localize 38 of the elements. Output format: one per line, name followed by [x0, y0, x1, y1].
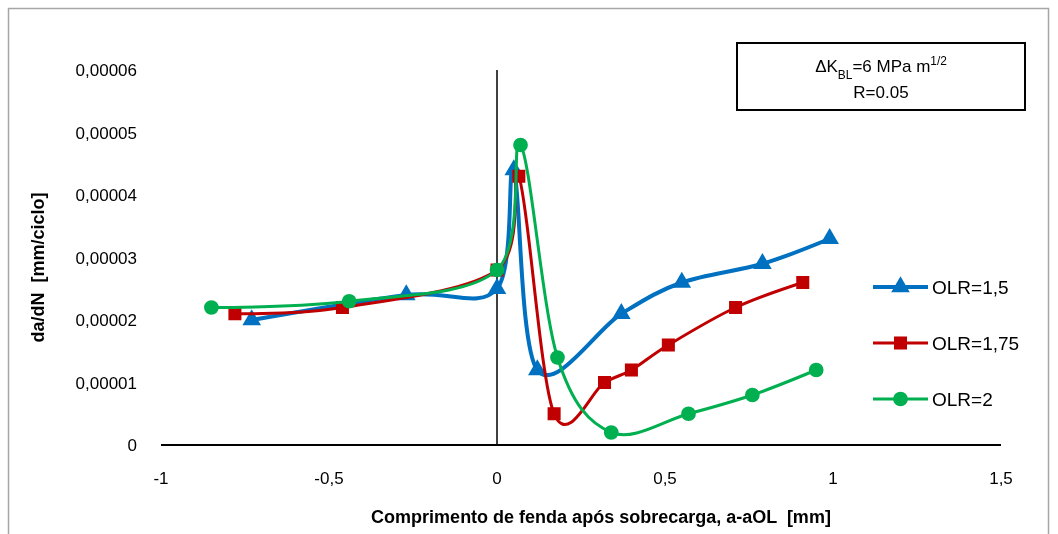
point [745, 387, 760, 403]
x-tick-label: 0 [492, 469, 502, 488]
x-tick-label: 1 [828, 469, 838, 488]
point [550, 350, 565, 365]
point [796, 275, 810, 290]
y-tick-label: 0,00002 [75, 311, 137, 330]
point [204, 300, 219, 315]
point [513, 137, 528, 153]
point [729, 300, 743, 315]
y-tick-label: 0,00005 [75, 123, 137, 143]
point [661, 338, 675, 352]
point [808, 362, 824, 378]
x-tick-label: -0,5 [314, 469, 344, 488]
point [547, 407, 561, 421]
point [487, 278, 507, 295]
x-tick-label: 0,5 [653, 469, 677, 488]
legend-label: OLR=1,75 [932, 333, 1020, 354]
legend-label: OLR=2 [932, 389, 993, 410]
y-tick-label: 0 [127, 436, 137, 455]
x-tick-label: 1,5 [989, 469, 1013, 488]
point [612, 303, 631, 320]
y-tick-label: 0,00004 [75, 186, 137, 205]
point [341, 293, 357, 309]
point [820, 228, 839, 245]
x-axis-title: Comprimento de fenda após sobrecarga, a-aOL [mm] [371, 507, 831, 527]
legend-label: OLR=1,5 [932, 277, 1009, 298]
y-tick-label: 0,00001 [75, 373, 137, 393]
point [603, 425, 619, 440]
y-axis-title: da/dN [mm/ciclo] [28, 192, 48, 343]
point [598, 375, 612, 390]
y-tick-label: 0,00006 [75, 61, 137, 80]
y-tick-label: 0,00003 [75, 248, 137, 268]
annotation: R=0.05 [853, 83, 909, 102]
point [681, 406, 696, 422]
x-tick-label: -1 [153, 469, 169, 488]
point [624, 363, 638, 377]
annotation: ΔK$_{BL}$=6 MPa m$^{1/2}$ [815, 54, 948, 82]
point [753, 253, 772, 270]
